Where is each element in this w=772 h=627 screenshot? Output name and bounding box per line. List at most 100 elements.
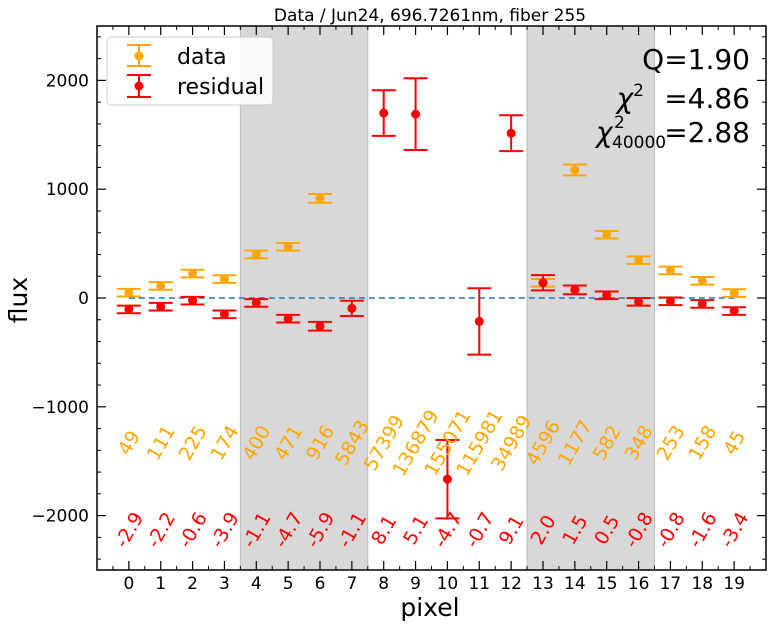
legend: data residual: [106, 36, 274, 106]
legend-marker-residual: [127, 74, 151, 98]
residual-point: [562, 284, 587, 296]
x-tick-label: 13: [532, 574, 554, 594]
y-axis-label: flux: [4, 277, 33, 323]
residual-point: [148, 301, 173, 312]
residual-point: [722, 306, 747, 316]
marker: [570, 165, 580, 175]
annotation-layer: 4911122517440047191658435739913687915507…: [111, 406, 754, 552]
residual-point: [116, 304, 141, 315]
marker: [188, 296, 198, 306]
residual-annotation: 9.1: [495, 511, 529, 548]
x-tick-label: 12: [500, 574, 522, 594]
residual-point: [435, 438, 460, 520]
residual-point: [467, 287, 492, 356]
chi2-value: =4.86: [664, 82, 750, 115]
marker: [474, 316, 484, 326]
data-point: [276, 241, 301, 252]
data-point: [562, 163, 587, 177]
residual-annotation: -0.6: [174, 509, 212, 552]
residual-annotation: 8.1: [367, 511, 401, 548]
data-point: [690, 276, 715, 286]
marker: [315, 193, 325, 203]
legend-label-data: data: [177, 45, 227, 70]
x-tick-label: 6: [315, 574, 326, 594]
marker: [697, 299, 707, 309]
data-annotation: 174: [206, 422, 243, 464]
y-tick-label: 0: [78, 289, 89, 309]
marker: [124, 304, 134, 314]
x-tick-label: 15: [596, 574, 618, 594]
marker: [283, 314, 293, 324]
data-point: [308, 192, 332, 204]
residual-point: [690, 299, 715, 309]
residual-point: [180, 295, 205, 306]
marker: [251, 298, 261, 308]
y-tick-label: 1000: [46, 180, 89, 200]
residual-annotation: -0.7: [461, 509, 499, 552]
residual-annotation: -4.7: [429, 509, 467, 552]
data-annotation: 49: [114, 427, 145, 459]
residual-point: [499, 114, 524, 153]
x-tick-label: 9: [410, 574, 421, 594]
residual-point: [244, 298, 269, 308]
residual-point: [531, 274, 555, 292]
chi2-symbol: χ2: [615, 81, 644, 115]
x-tick-label: 3: [219, 574, 230, 594]
marker: [538, 278, 548, 288]
marker: [251, 249, 261, 259]
x-tick-label: 10: [437, 574, 459, 594]
q-stat: Q=1.90: [642, 43, 750, 76]
residual-annotation: -1.6: [684, 509, 722, 552]
marker: [156, 281, 166, 291]
marker: [697, 276, 707, 286]
data-point: [626, 255, 651, 265]
data-point: [658, 265, 683, 276]
residual-point: [371, 89, 396, 137]
marker: [442, 474, 452, 484]
data-point: [212, 274, 237, 284]
series-layer: [116, 77, 747, 520]
x-tick-label: 18: [691, 574, 713, 594]
chi2-40000-value: =2.88: [664, 116, 750, 149]
y-tick-label: 2000: [46, 71, 89, 91]
data-point: [722, 288, 747, 298]
residual-point: [594, 290, 619, 301]
residual-point: [276, 313, 301, 324]
marker: [665, 296, 675, 306]
x-tick-label: 16: [628, 574, 650, 594]
x-tick-label: 4: [251, 574, 262, 594]
x-tick-label: 2: [187, 574, 198, 594]
x-tick-label: 17: [660, 574, 682, 594]
marker: [729, 288, 739, 298]
marker: [411, 109, 421, 119]
residual-annotation: -0.8: [652, 509, 690, 552]
chart-title: Data / Jun24, 696.7261nm, fiber 255: [274, 6, 586, 26]
x-tick-label: 11: [468, 574, 490, 594]
chi2-40000-stat: χ 2 40000 =2.88: [594, 113, 750, 153]
residual-point: [212, 309, 237, 320]
data-annotation: 111: [143, 422, 180, 464]
data-point: [244, 249, 269, 260]
data-annotation: 253: [652, 422, 689, 464]
residual-point: [308, 320, 332, 332]
residual-annotation: -3.9: [206, 509, 244, 552]
residual-annotation: -2.2: [142, 509, 180, 552]
y-tick-label: −2000: [31, 507, 89, 527]
shaded-regions: [239, 25, 655, 571]
ticks: 0 1 2 3 4 5 6 7 8 9 10 11 12 13 14 15 16 17 18 19−2000−1000…: [31, 26, 766, 594]
marker: [347, 303, 357, 313]
residual-point: [626, 297, 651, 307]
series-residual: [116, 77, 747, 520]
marker: [602, 230, 612, 240]
marker: [665, 265, 675, 275]
x-tick-label: 8: [378, 574, 389, 594]
marker: [315, 321, 325, 331]
marker: [634, 297, 644, 307]
x-tick-label: 5: [283, 574, 294, 594]
data-point: [148, 281, 173, 291]
residual-annotation: 5.1: [399, 511, 433, 548]
legend-frame: [106, 36, 274, 106]
residual-point: [658, 296, 683, 307]
x-tick-label: 1: [155, 574, 166, 594]
